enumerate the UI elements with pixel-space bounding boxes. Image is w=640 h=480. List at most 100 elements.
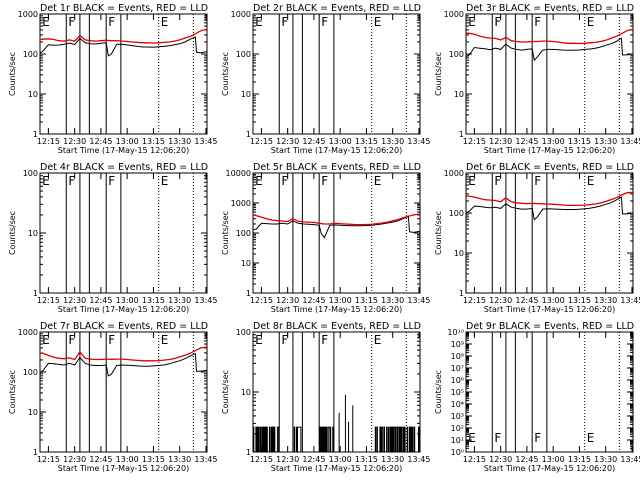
flag-f-label: F bbox=[534, 431, 541, 445]
flag-f-label: F bbox=[108, 174, 115, 188]
x-axis-label: Start Time (17-May-15 12:06:20) bbox=[58, 464, 189, 473]
detector-panel-6: Det 6r BLACK = Events, RED = LLD 1 10 100 10… bbox=[434, 162, 640, 314]
x-tick-label: 13:00 bbox=[542, 137, 565, 146]
y-tick-label: 100 bbox=[23, 169, 38, 178]
x-tick-label: 13:30 bbox=[381, 137, 404, 146]
y-tick-label: 10⁷ bbox=[451, 364, 464, 373]
series-line-red bbox=[252, 213, 421, 226]
x-tick-label: 13:00 bbox=[116, 137, 139, 146]
series-line-red bbox=[466, 28, 634, 45]
flag-f-label: F bbox=[68, 15, 75, 29]
flag-f-label: F bbox=[494, 431, 501, 445]
y-axis-label: Counts/sec bbox=[8, 52, 17, 96]
y-tick-label: 100 bbox=[23, 368, 38, 377]
x-axis-label: Start Time (17-May-15 12:06:20) bbox=[271, 146, 402, 155]
x-tick-label: 12:30 bbox=[489, 137, 512, 146]
panel-title: Det 8r BLACK = Events, RED = LLD bbox=[253, 321, 421, 332]
x-tick-label: 13:15 bbox=[568, 137, 591, 146]
x-tick-label: 13:30 bbox=[168, 137, 191, 146]
flag-e-label: E bbox=[468, 431, 476, 445]
plot-frame bbox=[39, 172, 208, 294]
y-tick-label: 1 bbox=[246, 448, 251, 457]
y-tick-label: 10¹ bbox=[451, 436, 464, 445]
flag-f-label: F bbox=[494, 174, 501, 188]
y-tick-label: 10 bbox=[241, 259, 251, 268]
y-tick-label: 1 bbox=[459, 289, 464, 298]
plot-frame bbox=[39, 331, 208, 453]
flag-e-label: E bbox=[161, 15, 169, 29]
plot-frame bbox=[39, 13, 208, 135]
x-tick-label: 13:00 bbox=[329, 455, 352, 464]
flag-e-label: E bbox=[255, 333, 263, 347]
x-tick-label: 12:45 bbox=[302, 455, 325, 464]
x-tick-label: 12:15 bbox=[463, 296, 486, 305]
panel-title: Det 9r BLACK = Events, RED = LLD bbox=[466, 321, 634, 332]
x-tick-label: 12:15 bbox=[463, 455, 486, 464]
detector-panel-9: Det 9r BLACK = Events, RED = LLD 10⁰ 10¹ 10… bbox=[434, 321, 640, 473]
y-axis-label: Counts/sec bbox=[221, 370, 230, 414]
y-axis-label: Counts/sec bbox=[8, 370, 17, 414]
y-axis-label: Counts/sec bbox=[434, 52, 443, 96]
flag-f-label: F bbox=[281, 15, 288, 29]
detector-panel-1: Det 1r BLACK = Events, RED = LLD 1 10 100 10… bbox=[8, 3, 217, 155]
y-tick-label: 10 bbox=[28, 229, 38, 238]
y-tick-label: 100 bbox=[236, 328, 251, 337]
x-tick-label: 13:15 bbox=[568, 296, 591, 305]
detector-panel-3: Det 3r BLACK = Events, RED = LLD 1 10 100 10… bbox=[434, 3, 640, 155]
panel-title: Det 1r BLACK = Events, RED = LLD bbox=[40, 3, 208, 14]
series-line-black bbox=[39, 36, 208, 57]
series-line-black bbox=[252, 215, 421, 239]
x-tick-label: 13:15 bbox=[142, 137, 165, 146]
plot-frame bbox=[252, 13, 421, 135]
flag-e-label: E bbox=[42, 15, 50, 29]
series-line-black bbox=[465, 196, 634, 221]
x-tick-label: 12:30 bbox=[276, 296, 299, 305]
x-tick-label: 13:15 bbox=[142, 455, 165, 464]
x-tick-label: 13:30 bbox=[168, 296, 191, 305]
x-tick-label: 13:00 bbox=[329, 137, 352, 146]
flag-e-label: E bbox=[42, 174, 50, 188]
x-tick-label: 13:45 bbox=[620, 137, 640, 146]
x-tick-label: 12:30 bbox=[276, 455, 299, 464]
x-axis-label: Start Time (17-May-15 12:06:20) bbox=[271, 305, 402, 314]
x-tick-label: 13:30 bbox=[594, 137, 617, 146]
x-tick-label: 12:45 bbox=[302, 296, 325, 305]
plot-frame bbox=[465, 331, 634, 453]
detector-panel-2: Det 2r BLACK = Events, RED = LLD 1 10 100 10… bbox=[221, 3, 430, 155]
x-tick-label: 13:45 bbox=[194, 137, 217, 146]
y-tick-label: 10 bbox=[454, 249, 464, 258]
x-tick-label: 13:00 bbox=[542, 455, 565, 464]
x-tick-label: 13:30 bbox=[381, 296, 404, 305]
panel-title: Det 6r BLACK = Events, RED = LLD bbox=[466, 162, 634, 173]
y-tick-label: 10¹⁰ bbox=[447, 328, 464, 337]
y-tick-label: 100 bbox=[236, 229, 251, 238]
detector-panel-5: Det 5r BLACK = Events, RED = LLD 1 10 100 10… bbox=[221, 162, 430, 314]
flag-f-label: F bbox=[68, 174, 75, 188]
x-tick-label: 12:30 bbox=[489, 296, 512, 305]
detector-panel-7: Det 7r BLACK = Events, RED = LLD 1 10 100 10… bbox=[8, 321, 217, 473]
flag-f-label: F bbox=[108, 15, 115, 29]
flag-e-label: E bbox=[255, 174, 263, 188]
x-axis-label: Start Time (17-May-15 12:06:20) bbox=[484, 146, 615, 155]
flag-e-label: E bbox=[374, 333, 382, 347]
y-tick-label: 1000 bbox=[231, 199, 251, 208]
y-tick-label: 1000 bbox=[444, 10, 464, 19]
y-tick-label: 1000 bbox=[18, 328, 38, 337]
y-axis-label: Counts/sec bbox=[8, 211, 17, 255]
y-tick-label: 10 bbox=[28, 408, 38, 417]
flag-f-label: F bbox=[534, 174, 541, 188]
detector-panel-8: Det 8r BLACK = Events, RED = LLD 1 10 100 12… bbox=[221, 321, 430, 473]
flag-e-label: E bbox=[161, 333, 169, 347]
plot-frame bbox=[252, 172, 421, 294]
x-tick-label: 13:45 bbox=[407, 137, 430, 146]
y-tick-label: 10⁰ bbox=[451, 448, 464, 457]
y-tick-label: 1 bbox=[246, 289, 251, 298]
x-tick-label: 13:30 bbox=[381, 455, 404, 464]
x-tick-label: 12:45 bbox=[515, 137, 538, 146]
flag-e-label: E bbox=[587, 174, 595, 188]
detector-panel-4: Det 4r BLACK = Events, RED = LLD 1 10 100 12… bbox=[8, 162, 217, 314]
x-tick-label: 12:45 bbox=[89, 455, 112, 464]
series-line-black bbox=[252, 426, 420, 453]
flag-e-label: E bbox=[374, 15, 382, 29]
y-tick-label: 1000 bbox=[18, 10, 38, 19]
